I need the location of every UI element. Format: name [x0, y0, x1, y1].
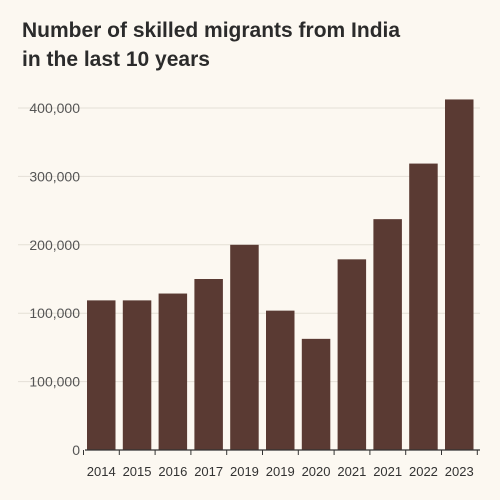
x-tick-label: 2019: [266, 464, 295, 479]
bar-2019: [266, 310, 295, 450]
x-tick-label: 2021: [337, 464, 366, 479]
y-tick-label: 100,000: [29, 305, 80, 321]
x-tick-label: 2016: [158, 464, 187, 479]
y-tick-label: 400,000: [29, 100, 80, 116]
bar-2023: [445, 99, 474, 450]
bar-2021: [373, 219, 402, 450]
bar-2014: [87, 300, 116, 450]
bars: [87, 99, 474, 450]
x-axis-labels: 2014 2015 2016 2017 2019 2019 2020 2021 2021 2022…: [87, 464, 474, 479]
x-tick-label: 2014: [87, 464, 116, 479]
y-tick-label: 300,000: [29, 168, 80, 184]
bar-2022: [409, 163, 438, 450]
bar-2021: [337, 259, 367, 450]
y-tick-label: 0: [72, 442, 80, 458]
bar-2017: [194, 279, 223, 450]
chart-title-line1: Number of skilled migrants from India: [22, 19, 401, 42]
bar-2015: [122, 300, 152, 450]
bar-2019: [230, 244, 259, 450]
x-tick-label: 2023: [445, 464, 474, 479]
x-tick-label: 2022: [409, 464, 438, 479]
bar-2016: [158, 293, 188, 450]
y-tick-label: 200,000: [29, 237, 80, 253]
x-tick-label: 2021: [373, 464, 402, 479]
x-tick-label: 2019: [230, 464, 259, 479]
x-tick-label: 2017: [194, 464, 223, 479]
y-tick-label: 100,000: [29, 374, 80, 390]
x-axis: [83, 449, 480, 455]
chart-title: Number of skilled migrants from India in…: [22, 16, 482, 74]
chart-subtitle: in the last 10 years: [22, 48, 210, 71]
x-tick-label: 2020: [302, 464, 331, 479]
bar-2020: [301, 338, 331, 450]
x-tick-label: 2015: [123, 464, 152, 479]
y-axis-labels: 400,000 300,000 200,000 100,000 100,000 0: [29, 100, 80, 458]
